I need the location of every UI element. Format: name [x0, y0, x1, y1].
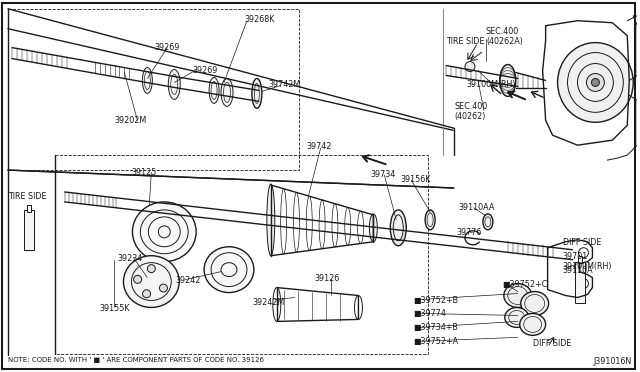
Text: SEC.400: SEC.400 — [486, 27, 519, 36]
Ellipse shape — [204, 247, 254, 292]
Text: (40262A): (40262A) — [486, 37, 523, 46]
Ellipse shape — [209, 77, 219, 103]
Text: 39110AA: 39110AA — [458, 203, 494, 212]
Text: (40262): (40262) — [454, 112, 485, 121]
Ellipse shape — [124, 256, 179, 308]
Ellipse shape — [520, 314, 546, 335]
Bar — [55, 155, 428, 354]
Text: 39156K: 39156K — [400, 175, 431, 184]
Ellipse shape — [591, 78, 600, 86]
Text: ■39752+A: ■39752+A — [413, 337, 458, 346]
Ellipse shape — [505, 308, 529, 327]
Bar — [24, 210, 34, 250]
Text: ■39774: ■39774 — [413, 310, 446, 318]
Text: 39734: 39734 — [371, 170, 396, 179]
Text: 39100M(RH): 39100M(RH) — [563, 262, 612, 271]
Text: 39776: 39776 — [456, 228, 481, 237]
Ellipse shape — [390, 210, 406, 246]
Text: 39100M(RH): 39100M(RH) — [466, 80, 515, 89]
Text: 39125: 39125 — [131, 168, 157, 177]
Bar — [8, 9, 299, 170]
Text: DIFF SIDE: DIFF SIDE — [532, 339, 571, 348]
Text: SEC.400: SEC.400 — [454, 102, 487, 111]
Ellipse shape — [143, 290, 150, 298]
Text: ■39734+B: ■39734+B — [413, 323, 458, 333]
Ellipse shape — [504, 283, 532, 308]
Text: 39242: 39242 — [175, 276, 200, 285]
Text: NOTE: CODE NO. WITH ' ■ ' ARE COMPONENT PARTS OF CODE NO. 39126: NOTE: CODE NO. WITH ' ■ ' ARE COMPONENT … — [8, 357, 264, 363]
Ellipse shape — [425, 210, 435, 230]
Text: 39155K: 39155K — [100, 305, 130, 314]
Text: 39126: 39126 — [315, 274, 340, 283]
Ellipse shape — [483, 214, 493, 230]
Text: 39269: 39269 — [154, 43, 180, 52]
Ellipse shape — [134, 275, 141, 283]
Text: 39742M: 39742M — [269, 80, 301, 89]
Text: 39202M: 39202M — [115, 116, 147, 125]
Ellipse shape — [586, 74, 604, 92]
Ellipse shape — [168, 70, 180, 99]
Text: ■39752+B: ■39752+B — [413, 295, 458, 305]
Text: 39742: 39742 — [307, 142, 332, 151]
Text: 39234: 39234 — [118, 254, 143, 263]
Ellipse shape — [147, 264, 156, 273]
Text: 39268K: 39268K — [244, 15, 275, 24]
Ellipse shape — [521, 292, 548, 315]
Ellipse shape — [252, 78, 262, 108]
Ellipse shape — [500, 64, 516, 96]
Ellipse shape — [557, 43, 633, 122]
Ellipse shape — [221, 78, 233, 106]
Ellipse shape — [369, 214, 378, 242]
Bar — [579, 256, 582, 263]
Text: 39269: 39269 — [192, 65, 218, 74]
Ellipse shape — [465, 61, 475, 71]
Ellipse shape — [132, 202, 196, 262]
Text: J391016N: J391016N — [593, 357, 632, 366]
Text: 39242M: 39242M — [253, 298, 285, 307]
Ellipse shape — [159, 284, 168, 292]
Text: 39701: 39701 — [563, 252, 588, 261]
Bar — [575, 262, 586, 304]
Text: ■39752+C: ■39752+C — [502, 280, 547, 289]
Ellipse shape — [267, 184, 275, 256]
Text: TIRE SIDE: TIRE SIDE — [446, 37, 484, 46]
Bar — [27, 205, 31, 212]
Text: TIRE SIDE: TIRE SIDE — [8, 192, 47, 201]
Ellipse shape — [142, 67, 152, 93]
Text: DIFF SIDE: DIFF SIDE — [563, 238, 601, 247]
Text: 39110A: 39110A — [563, 266, 593, 275]
